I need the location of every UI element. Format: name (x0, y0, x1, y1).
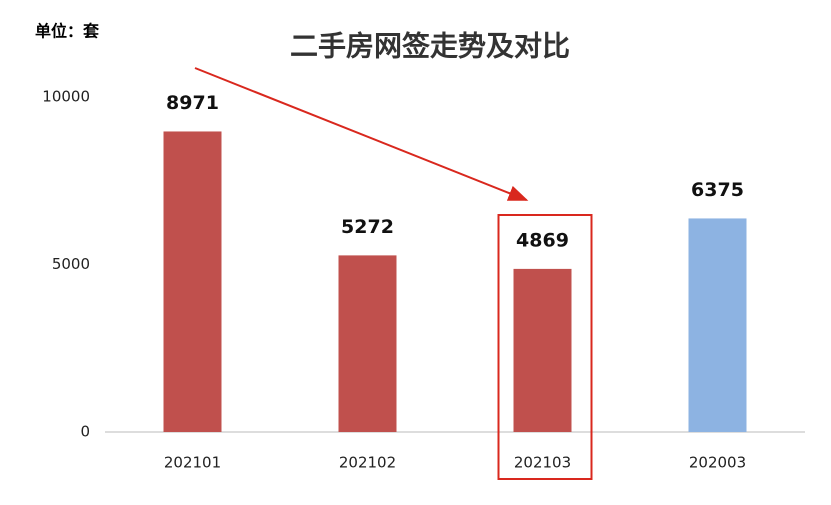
bar (513, 268, 572, 432)
chart-title: 二手房网签走势及对比 (290, 30, 570, 63)
value-label: 4869 (516, 229, 569, 251)
value-label: 5272 (341, 216, 394, 238)
bar (688, 218, 747, 432)
highlight-box (497, 214, 593, 480)
unit-label: 单位：套 (35, 22, 100, 41)
y-tick-label: 0 (80, 423, 90, 441)
x-tick-label: 202102 (339, 454, 396, 472)
y-tick-label: 10000 (42, 88, 90, 106)
value-label: 8971 (166, 92, 219, 114)
x-tick-label: 202003 (689, 454, 746, 472)
value-label: 6375 (691, 179, 744, 201)
bar (163, 131, 222, 432)
x-tick-label: 202101 (164, 454, 221, 472)
x-tick-label: 202103 (514, 454, 571, 472)
bar (338, 255, 397, 432)
arrow (194, 67, 529, 201)
y-tick-label: 5000 (52, 255, 90, 273)
